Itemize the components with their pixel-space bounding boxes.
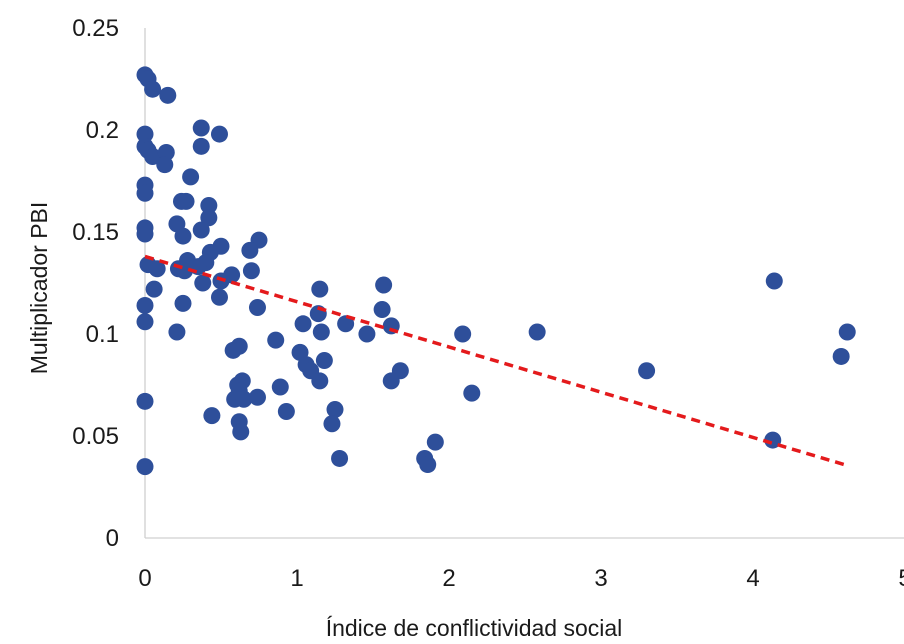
data-point xyxy=(832,347,850,365)
data-point xyxy=(156,156,174,174)
data-point xyxy=(235,390,253,408)
data-point xyxy=(331,449,349,467)
data-point xyxy=(277,403,295,421)
data-point xyxy=(232,423,250,441)
data-point xyxy=(294,315,312,333)
data-point xyxy=(136,392,154,410)
data-point xyxy=(159,86,177,104)
trendline-group xyxy=(144,254,845,467)
data-point xyxy=(136,225,154,243)
x-axis-title: Índice de conflictividad social xyxy=(326,615,623,641)
data-point xyxy=(248,388,266,406)
data-point xyxy=(765,272,783,290)
y-tick-label: 0 xyxy=(106,525,119,552)
x-tick-label: 3 xyxy=(594,565,607,592)
data-point xyxy=(136,184,154,202)
data-point xyxy=(144,148,162,166)
data-point xyxy=(174,227,192,245)
y-tick-label: 0.25 xyxy=(72,15,119,42)
data-points xyxy=(136,66,856,476)
data-point xyxy=(192,119,210,137)
data-point xyxy=(419,456,437,474)
data-point xyxy=(203,407,221,425)
data-point xyxy=(311,372,329,390)
data-point xyxy=(764,431,782,449)
data-point xyxy=(373,301,391,319)
data-point xyxy=(248,298,266,316)
y-axis-title: Multiplicador PBI xyxy=(26,202,52,375)
data-point xyxy=(145,280,163,298)
data-point xyxy=(200,209,218,227)
data-point xyxy=(148,260,166,278)
x-tick-label: 1 xyxy=(290,565,303,592)
x-tick-label: 5 xyxy=(898,565,904,592)
data-point xyxy=(212,272,230,290)
data-point xyxy=(136,125,154,143)
y-tick-label: 0.2 xyxy=(86,117,119,144)
x-tick-label: 0 xyxy=(138,565,151,592)
data-point xyxy=(136,296,154,314)
y-tick-label: 0.05 xyxy=(72,423,119,450)
data-point xyxy=(144,80,162,98)
data-point xyxy=(177,192,195,210)
data-point xyxy=(375,276,393,294)
data-point xyxy=(382,372,400,390)
data-point xyxy=(200,196,218,214)
x-axis: 0 1 2 3 4 5 xyxy=(138,537,904,592)
data-point xyxy=(312,323,330,341)
data-point xyxy=(463,384,481,402)
x-tick-label: 4 xyxy=(746,565,759,592)
data-point xyxy=(210,125,228,143)
data-point xyxy=(638,362,656,380)
data-point xyxy=(323,415,341,433)
data-point xyxy=(271,378,289,396)
data-point xyxy=(311,280,329,298)
data-point xyxy=(192,221,210,239)
data-point xyxy=(182,168,200,186)
data-point xyxy=(326,400,344,418)
trendline xyxy=(144,254,845,467)
data-point xyxy=(174,294,192,312)
data-point xyxy=(192,137,210,155)
y-axis: 0 0.05 0.1 0.15 0.2 0.25 xyxy=(72,15,146,552)
data-point xyxy=(136,458,154,476)
data-point xyxy=(838,323,856,341)
data-point xyxy=(241,241,259,259)
data-point xyxy=(267,331,285,349)
data-point xyxy=(168,323,186,341)
x-tick-label: 2 xyxy=(442,565,455,592)
data-point xyxy=(194,274,212,292)
data-point xyxy=(426,433,444,451)
data-point xyxy=(454,325,472,343)
data-point xyxy=(337,315,355,333)
y-tick-label: 0.15 xyxy=(72,219,119,246)
data-point xyxy=(528,323,546,341)
data-point xyxy=(358,325,376,343)
data-point xyxy=(315,352,333,370)
data-point xyxy=(242,262,260,280)
data-point xyxy=(210,288,228,306)
y-tick-label: 0.1 xyxy=(86,321,119,348)
data-point xyxy=(136,313,154,331)
data-point xyxy=(224,341,242,359)
